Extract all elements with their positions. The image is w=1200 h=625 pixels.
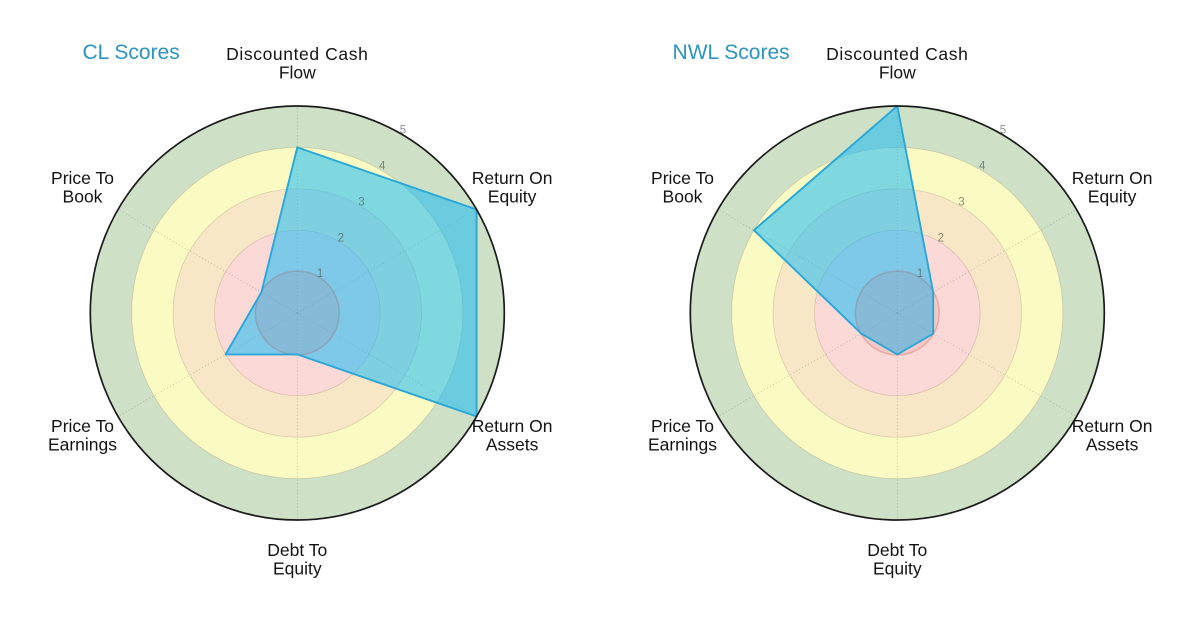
svg-text:Equity: Equity — [273, 559, 322, 579]
svg-text:Flow: Flow — [279, 63, 316, 83]
svg-text:Debt To: Debt To — [267, 540, 327, 560]
svg-text:Equity: Equity — [873, 559, 922, 579]
svg-text:Discounted Cash: Discounted Cash — [226, 44, 368, 64]
svg-text:Earnings: Earnings — [648, 435, 717, 455]
svg-text:Assets: Assets — [486, 435, 539, 455]
svg-text:4: 4 — [979, 161, 986, 173]
svg-text:Equity: Equity — [1088, 187, 1137, 207]
svg-text:5: 5 — [1000, 125, 1006, 137]
svg-text:1: 1 — [317, 268, 323, 280]
svg-text:Debt To: Debt To — [867, 540, 927, 560]
svg-text:Return On: Return On — [472, 168, 553, 188]
svg-text:1: 1 — [917, 268, 923, 280]
svg-text:Price To: Price To — [651, 416, 714, 436]
svg-text:Earnings: Earnings — [48, 435, 117, 455]
svg-text:Flow: Flow — [879, 63, 916, 83]
svg-text:5: 5 — [400, 125, 406, 137]
svg-text:Return On: Return On — [1072, 416, 1153, 436]
svg-text:CL Scores: CL Scores — [82, 41, 179, 64]
svg-text:Price To: Price To — [651, 168, 714, 188]
svg-text:3: 3 — [958, 197, 964, 209]
svg-text:Return On: Return On — [472, 416, 553, 436]
svg-text:Price To: Price To — [51, 416, 114, 436]
svg-text:Assets: Assets — [1086, 435, 1139, 455]
svg-text:Equity: Equity — [488, 187, 537, 207]
svg-text:NWL Scores: NWL Scores — [673, 41, 790, 64]
svg-text:Book: Book — [663, 187, 703, 207]
svg-text:Discounted Cash: Discounted Cash — [826, 44, 968, 64]
svg-text:Book: Book — [63, 187, 103, 207]
svg-text:2: 2 — [938, 232, 944, 244]
svg-text:4: 4 — [379, 161, 386, 173]
svg-text:Price To: Price To — [51, 168, 114, 188]
svg-text:Return On: Return On — [1072, 168, 1153, 188]
svg-text:2: 2 — [338, 232, 344, 244]
svg-text:3: 3 — [358, 197, 364, 209]
